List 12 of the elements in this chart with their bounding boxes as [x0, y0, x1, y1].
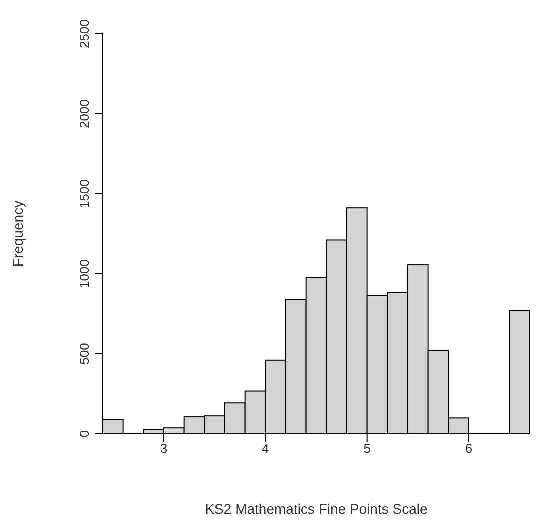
y-tick-label: 1000 [77, 260, 92, 288]
y-tick-label: 500 [77, 343, 92, 365]
y-tick-label: 2500 [77, 20, 92, 48]
y-axis-title: Frequency [10, 200, 26, 268]
x-tick-label: 5 [364, 441, 371, 456]
x-axis-title: KS2 Mathematics Fine Points Scale [205, 501, 428, 517]
y-tick-label: 2000 [77, 100, 92, 128]
x-tick-label: 3 [160, 441, 168, 456]
y-tick-label: 0 [77, 430, 92, 438]
x-tick-label: 4 [262, 441, 270, 456]
y-tick-label: 1500 [77, 180, 92, 208]
x-tick-label: 6 [465, 441, 473, 456]
